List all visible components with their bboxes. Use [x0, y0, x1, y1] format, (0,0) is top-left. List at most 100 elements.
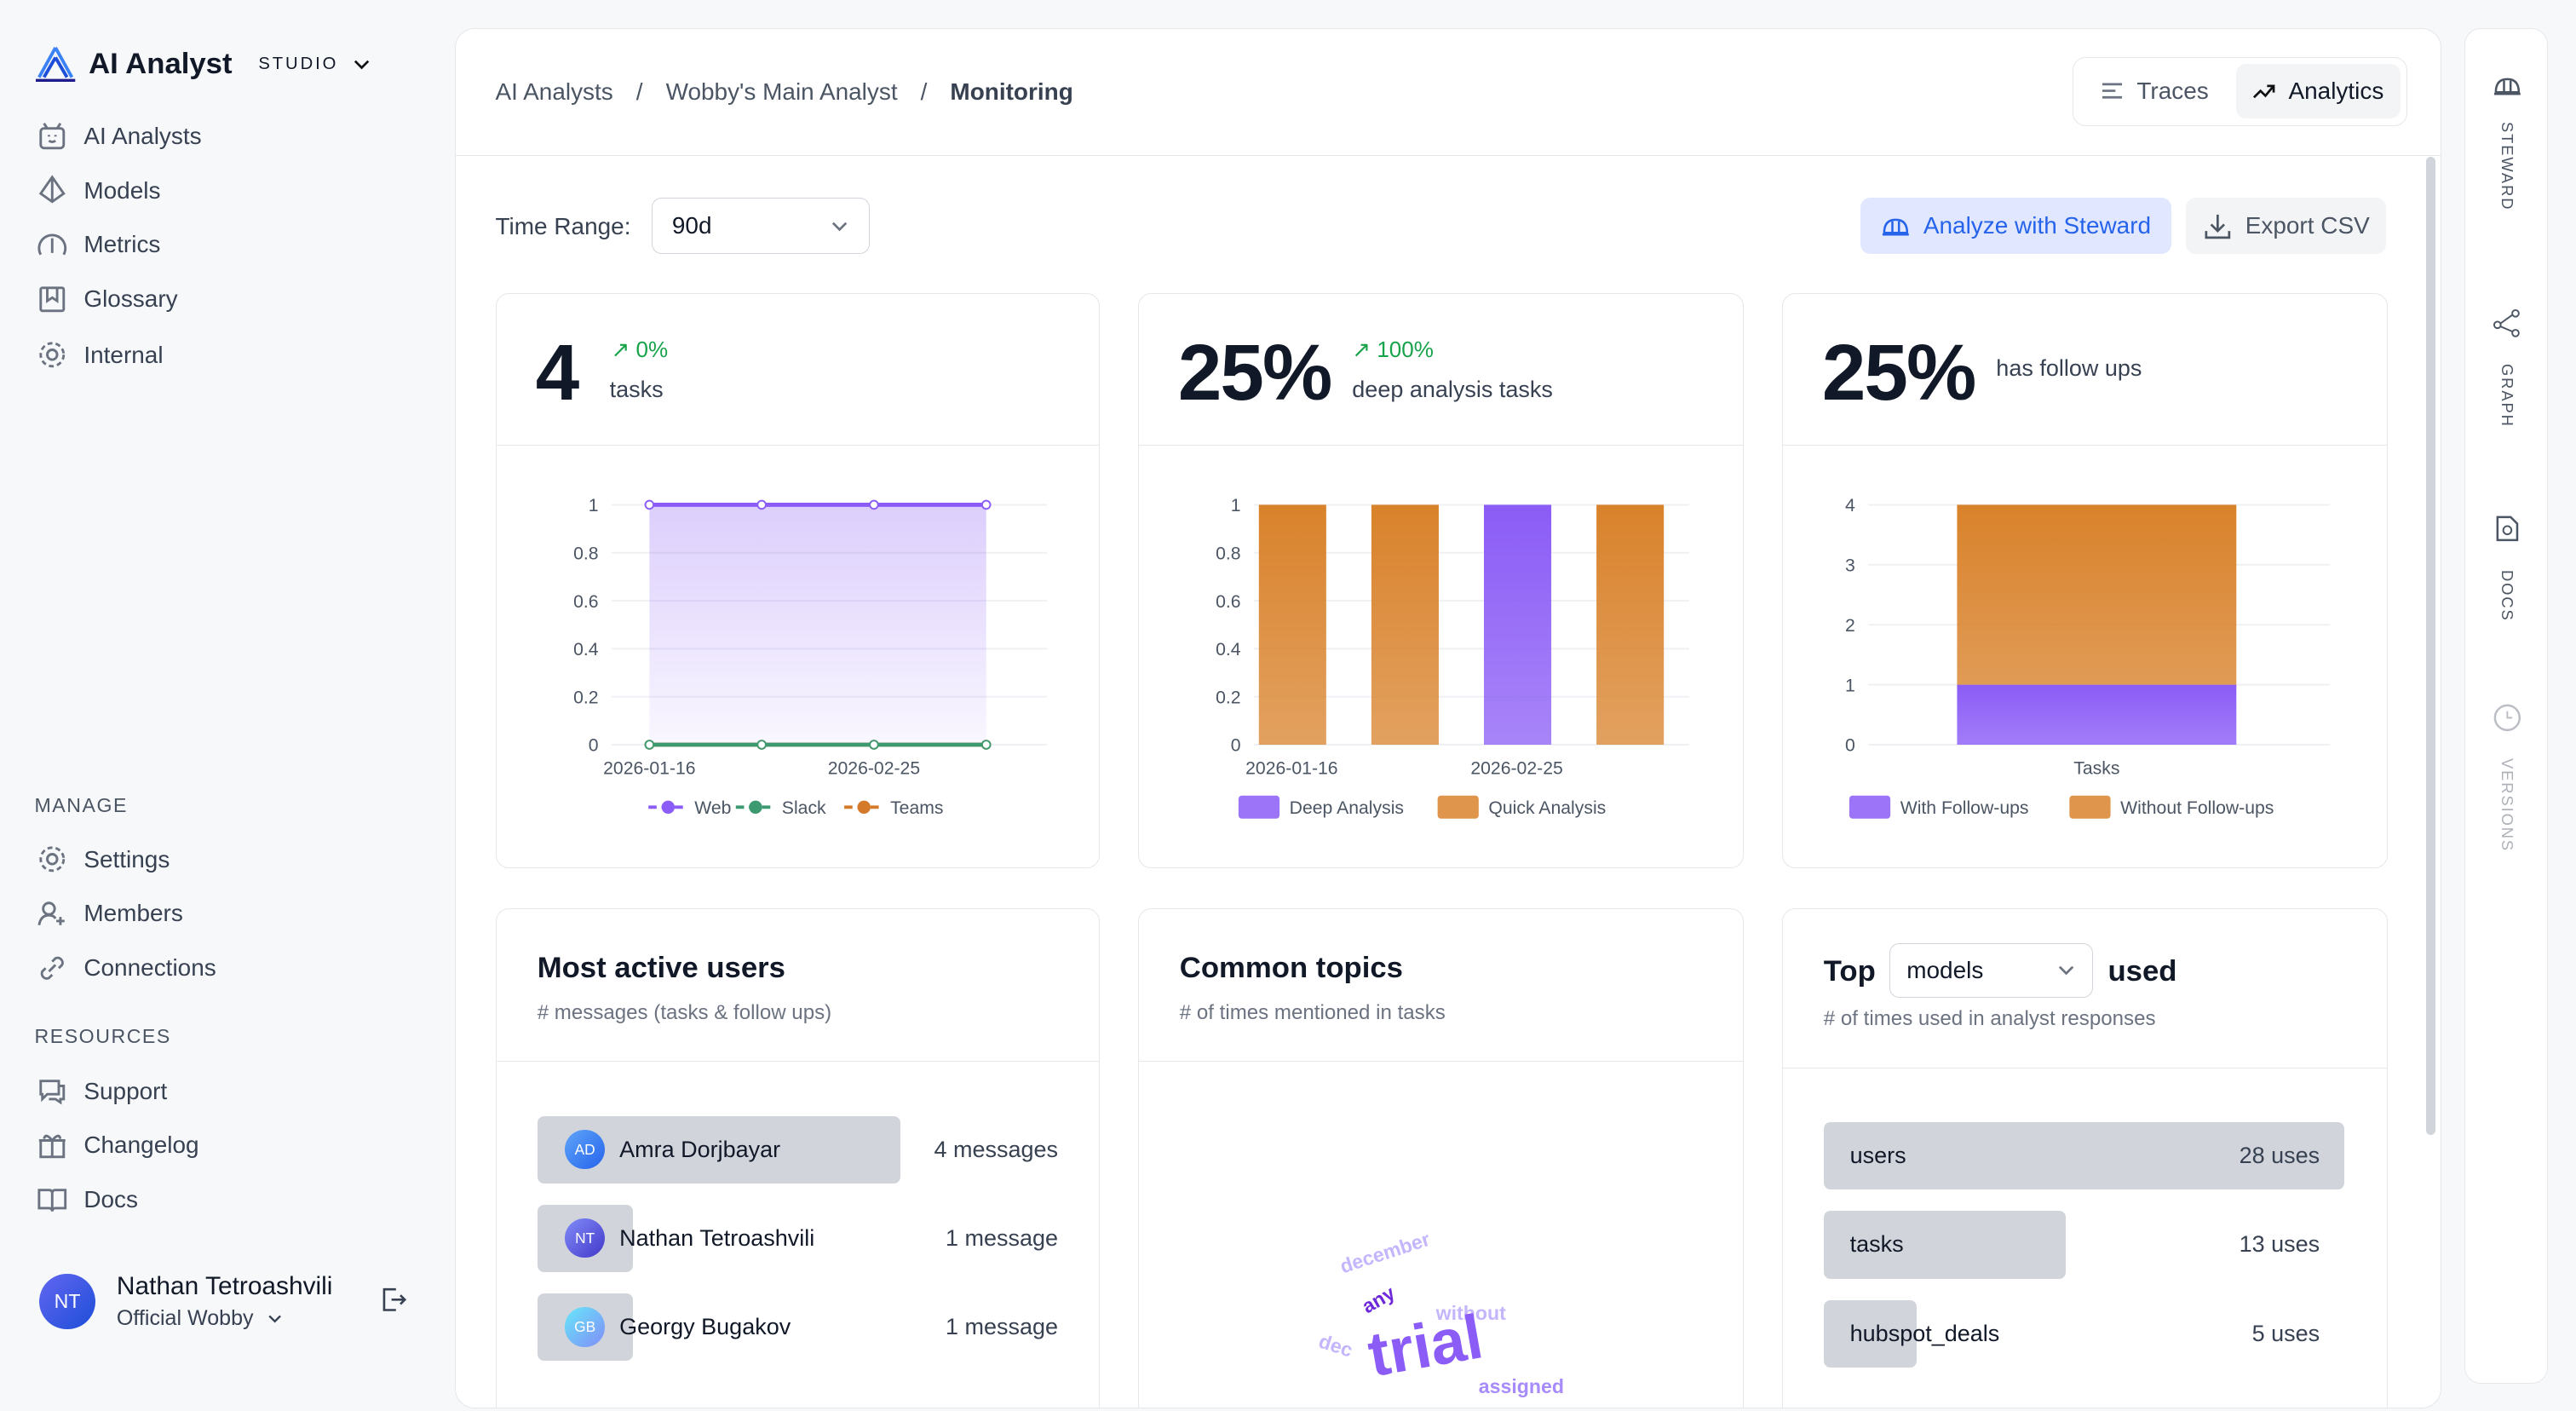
rail-graph[interactable]: GRAPH [2465, 308, 2549, 428]
legend-label: Slack [781, 798, 825, 818]
divider [456, 155, 2441, 156]
user-row[interactable]: NT Nathan Tetroashvili 1 message [538, 1205, 1058, 1272]
resources-heading: RESOURCES [34, 1025, 171, 1048]
topic-word[interactable]: without [1435, 1301, 1506, 1324]
legend-label: Web [694, 798, 731, 818]
x-tick-label: 2026-02-25 [1470, 758, 1562, 778]
bar-quick-analysis [1258, 504, 1326, 745]
breadcrumb-link[interactable]: AI Analysts [495, 78, 613, 105]
y-tick-label: 1 [1845, 676, 1855, 695]
top-item-row[interactable]: tasks 13 uses [1824, 1211, 2346, 1278]
topic-word[interactable]: trial [1362, 1301, 1488, 1391]
studio-label: STUDIO [258, 54, 339, 73]
robot-icon [39, 122, 66, 150]
tab-traces[interactable]: Traces [2080, 64, 2229, 118]
data-point [756, 739, 767, 750]
sidebar-item-members[interactable]: Members [36, 897, 183, 930]
data-point [980, 739, 992, 750]
chevron-down-icon [831, 222, 848, 231]
top-item-row[interactable]: hubspot_deals 5 uses [1824, 1300, 2346, 1368]
usage-bar [1823, 1211, 2066, 1279]
time-range-select[interactable]: 90d [651, 198, 871, 254]
kpi-value: 25% [1821, 327, 1976, 417]
logout-icon[interactable] [378, 1285, 408, 1315]
sidebar-item-changelog[interactable]: Changelog [36, 1129, 199, 1162]
sidebar-item-docs[interactable]: Docs [36, 1184, 138, 1217]
sidebar-item-label: Support [83, 1077, 168, 1104]
export-csv-button[interactable]: Export CSV [2186, 198, 2387, 254]
chevron-down-icon [2058, 966, 2073, 976]
clock-icon [2493, 704, 2521, 731]
kpi-label: deep analysis tasks [1352, 376, 1553, 402]
chevron-down-icon [268, 1315, 281, 1323]
card-title-suffix: used [2107, 954, 2177, 988]
rail-versions[interactable]: VERSIONS [2465, 703, 2549, 852]
topic-word[interactable]: dec [1315, 1329, 1355, 1362]
x-tick-label: 2026-01-16 [1245, 758, 1337, 778]
common-topics-card: Common topics # of times mentioned in ta… [1137, 907, 1745, 1408]
card-title: Most active users [537, 951, 785, 984]
avatar[interactable]: NT [39, 1273, 95, 1330]
logo-icon [36, 46, 76, 83]
analyze-with-steward-button[interactable]: Analyze with Steward [1860, 198, 2171, 254]
breadcrumb-link[interactable]: Wobby's Main Analyst [665, 78, 898, 105]
sidebar-item-metrics[interactable]: Metrics [36, 228, 160, 262]
data-point [868, 499, 879, 510]
book-icon [39, 286, 66, 312]
sidebar-item-settings[interactable]: Settings [36, 843, 170, 876]
sidebar-item-label: Glossary [83, 285, 178, 312]
scrollbar[interactable] [2425, 157, 2436, 1135]
brand[interactable]: AI Analyst STUDIO [36, 46, 371, 83]
y-tick-label: 0.6 [1216, 591, 1240, 611]
y-tick-label: 2 [1845, 616, 1855, 636]
card-subtitle: # of times used in analyst responses [1823, 1007, 2156, 1031]
gift-icon [39, 1134, 66, 1159]
gear-icon [39, 846, 66, 873]
stacked-bar-without follow-ups [1957, 504, 2236, 685]
sidebar-item-label: Members [83, 900, 183, 927]
rail-docs[interactable]: DOCS [2465, 514, 2549, 621]
models-icon [39, 175, 66, 204]
legend-swatch [1437, 795, 1479, 819]
rail-steward[interactable]: STEWARD [2465, 72, 2549, 211]
analysis-type-chart: 0 0.2 0.4 0.6 0.8 1 2026-01-16 2026-02-25 Deep A… [1216, 496, 1689, 819]
org-switcher[interactable]: Official Wobby [117, 1306, 283, 1331]
topic-word[interactable]: assigned [1478, 1375, 1565, 1398]
button-label: Analyze with Steward [1923, 212, 2152, 239]
message-count: 4 messages [934, 1136, 1059, 1162]
sidebar-item-support[interactable]: Support [36, 1074, 167, 1108]
open-book-icon [37, 1188, 67, 1212]
data-point [980, 499, 992, 510]
bar-quick-analysis [1371, 504, 1439, 745]
follow-ups-card: 25% has follow ups 0 1 2 3 4 Tasks With Follow… [1781, 293, 2389, 869]
user-row[interactable]: AD Amra Dorjbayar 4 messages [538, 1116, 1058, 1184]
top-type-select[interactable]: models [1889, 943, 2094, 998]
sidebar-item-ai-analysts[interactable]: AI Analysts [36, 120, 202, 153]
hard-hat-icon [1882, 218, 1909, 236]
sidebar-item-internal[interactable]: Internal [36, 338, 164, 371]
card-subtitle: # of times mentioned in tasks [1179, 1000, 1446, 1024]
sidebar-item-connections[interactable]: Connections [36, 952, 216, 985]
follow-ups-chart: 0 1 2 3 4 Tasks With Follow-ups Without Follow-… [1845, 496, 2330, 819]
top-item-row[interactable]: users 28 uses [1824, 1122, 2346, 1189]
sidebar-item-label: Settings [83, 845, 170, 873]
user-row[interactable]: GB Georgy Bugakov 1 message [538, 1293, 1058, 1361]
topic-word[interactable]: any [1358, 1281, 1399, 1318]
most-active-users-card: Most active users # messages (tasks & fo… [495, 907, 1101, 1408]
item-name: hubspot_deals [1849, 1320, 2000, 1346]
topic-word[interactable]: december [1337, 1227, 1433, 1277]
brand-name: AI Analyst [89, 47, 233, 80]
y-tick-label: 0.2 [1216, 688, 1240, 707]
trending-up-icon [2253, 84, 2275, 99]
rail-label: STEWARD [2498, 122, 2517, 211]
item-name: users [1849, 1143, 1906, 1169]
chevron-down-icon [354, 60, 369, 69]
user-plus-icon [37, 901, 66, 926]
sidebar-item-glossary[interactable]: Glossary [36, 283, 178, 316]
sidebar-item-models[interactable]: Models [36, 174, 160, 207]
use-count: 13 uses [2239, 1231, 2320, 1258]
tab-analytics[interactable]: Analytics [2235, 64, 2401, 118]
button-label: Export CSV [2245, 212, 2370, 239]
data-point [644, 499, 654, 510]
